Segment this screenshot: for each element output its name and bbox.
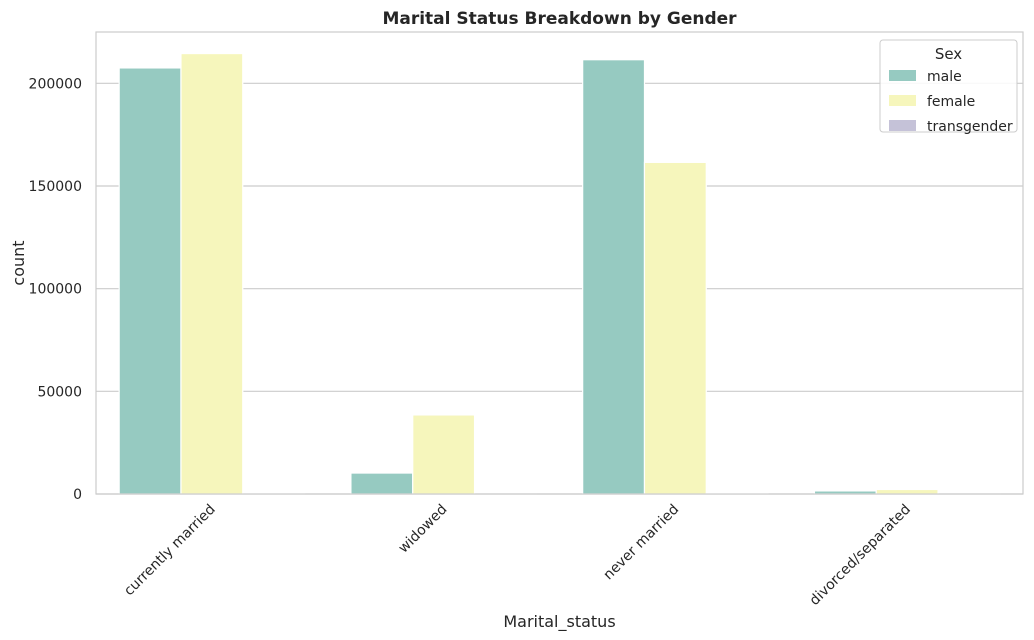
y-axis-title: count	[9, 240, 28, 285]
plot-area-frame	[95, 31, 1024, 495]
bar-female	[643, 161, 707, 495]
x-tick-label: currently married	[121, 502, 219, 600]
bar-male	[582, 59, 646, 495]
y-tick-label: 150000	[29, 179, 82, 195]
bars	[118, 52, 1001, 495]
y-tick-label: 50000	[37, 384, 82, 400]
x-tick-labels: currently married widowed never married div…	[121, 502, 914, 609]
legend-label: male	[927, 69, 962, 85]
y-tick-label: 0	[73, 487, 82, 503]
y-tick-label: 100000	[29, 282, 82, 298]
y-tick-label: 200000	[29, 76, 82, 92]
chart-title: Marital Status Breakdown by Gender	[382, 9, 737, 29]
bar-male	[350, 472, 414, 495]
legend: Sex male female transgender	[879, 39, 1018, 135]
x-tick-label: divorced/separated	[807, 502, 914, 609]
bar-male	[118, 67, 182, 495]
x-axis-title: Marital_status	[503, 612, 615, 632]
legend-items: male female transgender	[889, 69, 1013, 135]
legend-box	[879, 39, 1018, 133]
x-tick-label: never married	[601, 502, 683, 584]
legend-swatch-female	[889, 95, 916, 106]
bar-female	[875, 488, 939, 495]
x-tick-label: widowed	[395, 502, 450, 557]
legend-swatch-transgender	[889, 120, 916, 131]
legend-swatch-male	[889, 70, 916, 81]
y-tick-labels: 0 50000 100000 150000 200000	[29, 76, 82, 503]
bar-female	[412, 414, 476, 495]
bar-female	[180, 52, 244, 495]
legend-title: Sex	[935, 45, 962, 63]
legend-label: female	[927, 94, 975, 110]
legend-label: transgender	[927, 119, 1013, 135]
